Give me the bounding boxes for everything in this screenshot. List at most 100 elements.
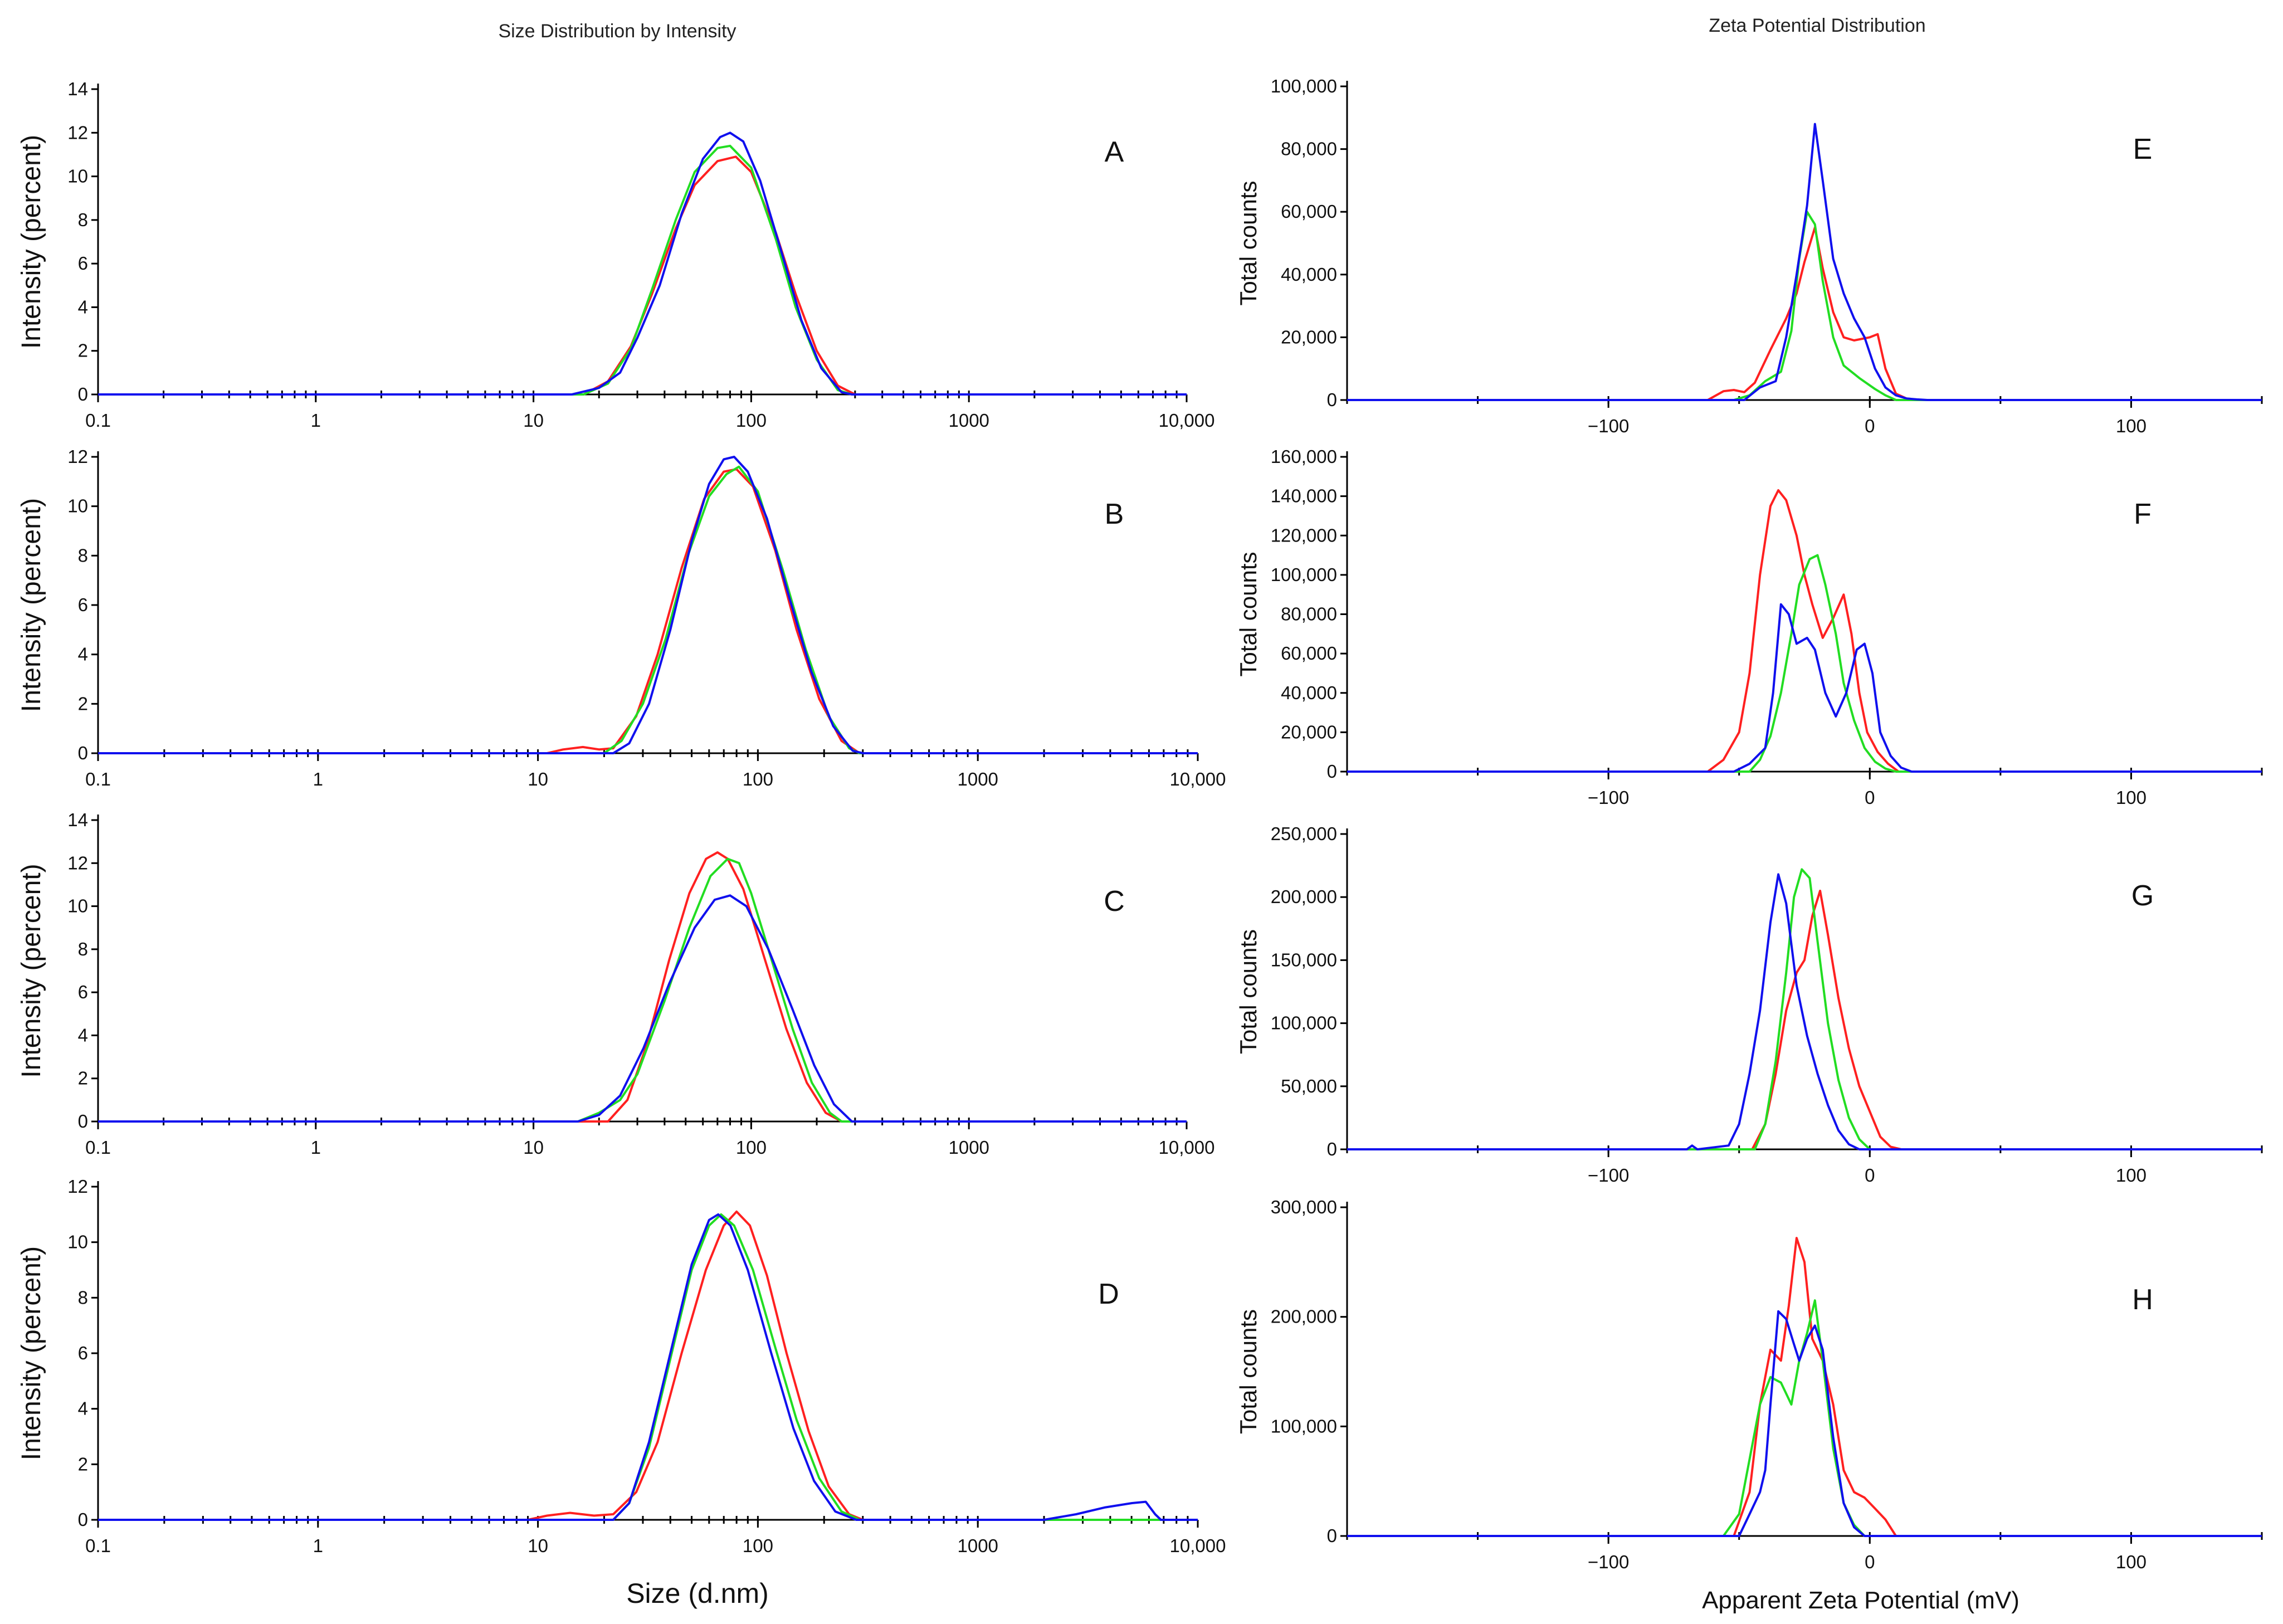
y-tick-label: 0 xyxy=(1327,1139,1337,1159)
x-tick-label: 1000 xyxy=(948,410,989,431)
panel-label-a: A xyxy=(1105,136,1124,168)
x-tick-label: 1000 xyxy=(957,769,998,789)
y-axis-label: Total counts xyxy=(1235,929,1261,1054)
y-tick-label: 0 xyxy=(78,384,88,404)
y-tick-label: 0 xyxy=(1327,1525,1337,1546)
y-tick-label: 100,000 xyxy=(1271,76,1337,96)
series-line-red xyxy=(98,468,1198,754)
panel-label-d: D xyxy=(1098,1278,1119,1310)
series-line-blue xyxy=(1347,1310,2262,1537)
x-tick-label: 1000 xyxy=(948,1137,989,1158)
x-tick-label: 100 xyxy=(2116,1552,2147,1572)
y-axis-label: Total counts xyxy=(1235,1309,1261,1434)
x-tick-label: 0 xyxy=(1865,416,1875,436)
x-tick-label: 100 xyxy=(2116,416,2147,436)
y-tick-label: 100,000 xyxy=(1271,1416,1337,1436)
chart-panel-a: 0 2 4 6 8 10 12 14 0.1 1 10 100 1000 10,000 Intensity … xyxy=(17,79,1214,431)
y-tick-label: 10 xyxy=(67,496,88,516)
y-tick-label: 80,000 xyxy=(1281,139,1337,159)
size-column-title: Size Distribution by Intensity xyxy=(498,21,736,42)
series-line-red xyxy=(98,1210,1198,1521)
y-tick-label: 6 xyxy=(78,1343,88,1363)
chart-panel-g: 0 50,000 100,000 150,000 200,000 250,000 −100 0… xyxy=(1235,823,2263,1186)
x-tick-label: 1 xyxy=(311,1137,321,1158)
x-tick-label: 10 xyxy=(523,410,544,431)
y-tick-label: 10 xyxy=(67,896,88,916)
x-tick-label: 10 xyxy=(528,1535,548,1556)
series-line-red xyxy=(1347,1237,2262,1537)
y-tick-label: 10 xyxy=(67,1232,88,1252)
x-tick-label: 0.1 xyxy=(85,1137,111,1158)
x-tick-label: 0 xyxy=(1865,1165,1875,1186)
y-tick-label: 200,000 xyxy=(1271,886,1337,907)
x-tick-label: 100 xyxy=(2116,787,2147,808)
chart-panel-f: 0 20,000 40,000 60,000 80,000 100,000 120,000 1… xyxy=(1235,446,2263,808)
y-tick-label: 50,000 xyxy=(1281,1076,1337,1096)
y-tick-label: 2 xyxy=(78,1454,88,1474)
y-tick-label: 120,000 xyxy=(1271,525,1337,545)
series-line-red xyxy=(1347,889,2262,1150)
chart-panel-e: 0 20,000 40,000 60,000 80,000 100,000 −100 0 100… xyxy=(1235,76,2263,436)
series-line-red xyxy=(1347,489,2262,773)
panel-label-f: F xyxy=(2134,498,2152,530)
y-tick-label: 100,000 xyxy=(1271,564,1337,585)
y-tick-label: 12 xyxy=(67,446,88,467)
series-line-blue xyxy=(98,1213,1198,1521)
series-line-blue xyxy=(1347,123,2262,401)
y-tick-label: 0 xyxy=(1327,389,1337,410)
series-line-green xyxy=(98,857,1187,1123)
x-tick-label: 10,000 xyxy=(1170,769,1226,789)
y-tick-label: 12 xyxy=(67,122,88,143)
series-line-red xyxy=(98,155,1187,396)
panel-label-c: C xyxy=(1104,885,1125,918)
series-line-green xyxy=(1347,554,2262,773)
series-line-blue xyxy=(1347,603,2262,773)
y-tick-label: 6 xyxy=(78,594,88,615)
y-tick-label: 0 xyxy=(1327,761,1337,782)
chart-panel-c: 0 2 4 6 8 10 12 14 0.1 1 10 100 1000 10,000 Intensity … xyxy=(17,809,1214,1158)
y-tick-label: 14 xyxy=(67,79,88,99)
series-line-red xyxy=(1347,226,2262,401)
zeta-column-title: Zeta Potential Distribution xyxy=(1709,15,1925,36)
y-axis-label: Total counts xyxy=(1235,181,1261,305)
y-tick-label: 0 xyxy=(78,743,88,763)
x-tick-label: −100 xyxy=(1588,787,1629,808)
y-tick-label: 8 xyxy=(78,939,88,959)
y-tick-label: 60,000 xyxy=(1281,201,1337,222)
x-tick-label: −100 xyxy=(1588,1552,1629,1572)
y-tick-label: 10 xyxy=(67,166,88,187)
series-line-blue xyxy=(98,894,1187,1123)
y-tick-label: 2 xyxy=(78,340,88,361)
series-line-green xyxy=(98,144,1187,396)
y-tick-label: 6 xyxy=(78,253,88,274)
series-line-green xyxy=(98,1213,1198,1521)
y-tick-label: 6 xyxy=(78,982,88,1002)
series-line-green xyxy=(1347,1299,2262,1537)
x-tick-label: 0.1 xyxy=(85,769,111,789)
y-tick-label: 14 xyxy=(67,809,88,830)
y-tick-label: 12 xyxy=(67,852,88,873)
series-line-blue xyxy=(98,456,1198,754)
x-tick-label: 10 xyxy=(528,769,548,789)
y-tick-label: 150,000 xyxy=(1271,949,1337,970)
series-line-blue xyxy=(98,131,1187,396)
chart-panel-d: 0 2 4 6 8 10 12 0.1 1 10 100 1000 10,000 Intensity (p… xyxy=(17,1176,1226,1556)
y-tick-label: 8 xyxy=(78,1287,88,1308)
x-tick-label: 100 xyxy=(2116,1165,2147,1186)
size-x-axis-label: Size (d.nm) xyxy=(626,1578,769,1609)
x-tick-label: 10 xyxy=(523,1137,544,1158)
chart-panel-h: 0 100,000 200,000 300,000 −100 0 100 Total coun… xyxy=(1235,1197,2263,1572)
y-tick-label: 250,000 xyxy=(1271,823,1337,844)
y-tick-label: 20,000 xyxy=(1281,326,1337,347)
y-tick-label: 80,000 xyxy=(1281,604,1337,625)
y-tick-label: 4 xyxy=(78,1025,88,1045)
panel-label-g: G xyxy=(2131,880,2154,912)
y-axis-label: Intensity (percent) xyxy=(17,498,46,712)
y-tick-label: 8 xyxy=(78,209,88,230)
y-tick-label: 8 xyxy=(78,545,88,565)
x-tick-label: 10,000 xyxy=(1159,410,1215,431)
y-tick-label: 140,000 xyxy=(1271,486,1337,506)
series-line-red xyxy=(98,851,1187,1123)
x-tick-label: 100 xyxy=(736,1137,767,1158)
